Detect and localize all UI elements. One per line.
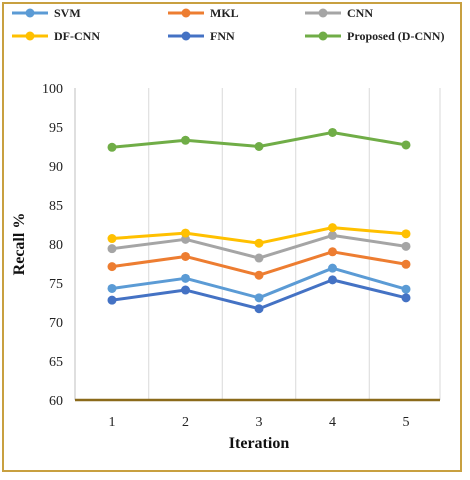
data-point [181, 251, 190, 261]
data-point [107, 142, 117, 152]
series-df-cnn [107, 223, 411, 248]
legend-marker [25, 31, 35, 41]
legend-item: Proposed (D-CNN) [305, 29, 444, 43]
legend-item: DF-CNN [12, 29, 100, 43]
data-point [401, 284, 411, 294]
series-group [107, 127, 411, 314]
x-tick-label: 5 [403, 415, 410, 430]
data-point [181, 234, 190, 244]
x-tick-label: 2 [182, 415, 189, 430]
data-point [328, 263, 337, 273]
data-point [181, 228, 190, 238]
legend-item: SVM [12, 6, 81, 20]
series-proposed-d-cnn [107, 127, 411, 152]
series-cnn [107, 230, 411, 263]
legend-label: Proposed (D-CNN) [347, 29, 444, 43]
y-tick-label: 85 [49, 199, 63, 214]
y-tick-label: 90 [49, 160, 63, 175]
legend-label: MKL [210, 6, 239, 20]
legend-label: CNN [347, 6, 373, 20]
data-point [254, 304, 264, 314]
y-tick-label: 75 [49, 277, 63, 292]
legend: SVM MKL CNN DF-CNN FNN Proposed (D-CNN) [12, 6, 444, 43]
legend-marker [25, 8, 35, 18]
legend-marker [181, 8, 191, 18]
x-tick-label: 3 [256, 415, 263, 430]
legend-label: SVM [54, 6, 81, 20]
data-point [107, 283, 117, 293]
legend-item: MKL [168, 6, 239, 20]
data-point [401, 293, 411, 303]
data-point [254, 293, 264, 303]
data-point [401, 140, 411, 150]
data-point [107, 244, 117, 254]
series-fnn [107, 275, 411, 314]
y-axis-title: Recall % [11, 213, 28, 276]
x-tick-labels: 1 2 3 4 5 [109, 415, 410, 430]
data-point [328, 127, 337, 137]
y-tick-label: 80 [49, 238, 63, 253]
y-tick-label: 65 [49, 355, 63, 370]
data-point [328, 275, 337, 285]
data-point [254, 142, 264, 151]
legend-marker [181, 31, 191, 41]
legend-item: CNN [305, 6, 373, 20]
data-point [254, 253, 264, 263]
data-point [254, 270, 264, 280]
legend-item: FNN [168, 29, 235, 43]
data-point [401, 229, 411, 239]
y-tick-label: 95 [49, 121, 63, 136]
legend-label: FNN [210, 29, 235, 43]
legend-label: DF-CNN [54, 29, 100, 43]
data-point [181, 135, 190, 145]
y-tick-label: 70 [49, 316, 63, 331]
data-point [181, 285, 190, 295]
y-tick-label: 60 [49, 394, 63, 409]
data-point [401, 259, 411, 269]
data-point [107, 295, 117, 305]
x-tick-label: 1 [109, 415, 116, 430]
data-point [181, 273, 190, 283]
data-point [328, 223, 337, 233]
y-tick-label: 100 [42, 82, 63, 97]
x-tick-label: 4 [329, 415, 336, 430]
data-point [328, 230, 337, 240]
axes [74, 88, 440, 402]
legend-marker [318, 8, 328, 18]
data-point [401, 241, 411, 251]
data-point [107, 262, 117, 272]
x-axis-title: Iteration [229, 435, 290, 452]
data-point [254, 238, 264, 248]
series-mkl [107, 247, 411, 280]
series-svm [107, 263, 411, 303]
y-tick-labels: 60 65 70 75 80 85 90 95 100 [42, 82, 63, 409]
data-point [107, 234, 117, 244]
legend-marker [318, 31, 328, 41]
chart-frame [2, 2, 462, 472]
data-point [328, 247, 337, 257]
